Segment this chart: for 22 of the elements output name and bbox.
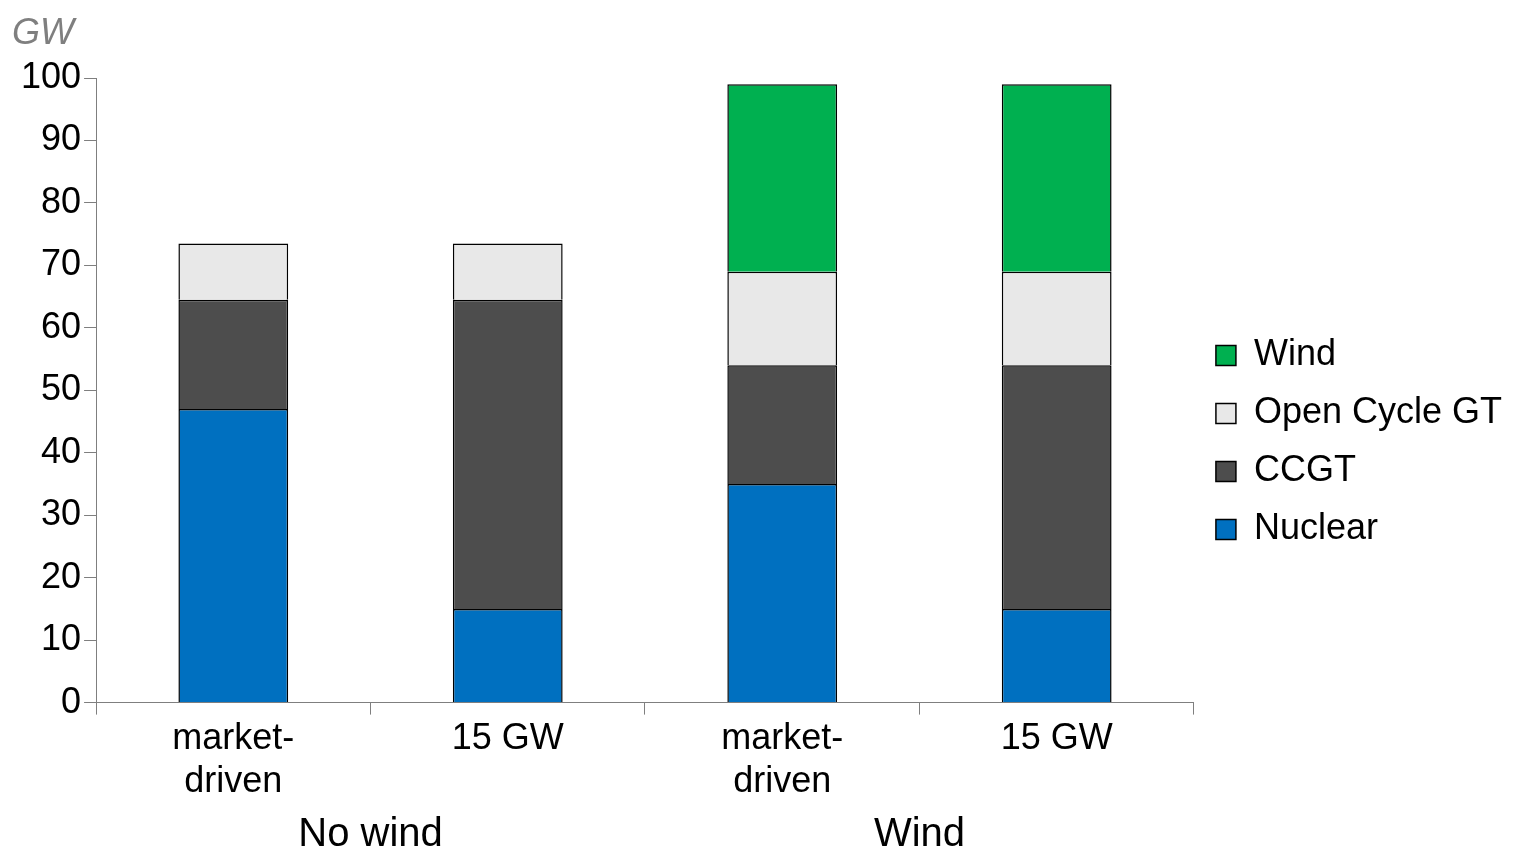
y-tick-label: 90 (41, 117, 82, 159)
y-tick-label: 100 (20, 54, 82, 96)
y-tick-label: 40 (41, 429, 82, 471)
legend-label: CCGT (1253, 448, 1356, 490)
y-tick-label: 70 (41, 242, 82, 284)
legend-label: Wind (1253, 332, 1336, 374)
x-tick-label: market-driven (721, 716, 844, 801)
y-axis-title: GW (12, 11, 77, 53)
y-tick-label: 10 (41, 617, 82, 659)
y-tick-label: 0 (61, 679, 82, 721)
y-tick-label: 60 (41, 304, 82, 346)
y-tick-label: 20 (41, 554, 82, 596)
x-tick-label: market-driven (172, 716, 295, 801)
x-tick-label: 15 GW (451, 716, 564, 758)
x-tick-label: 15 GW (1000, 716, 1113, 758)
y-tick-label: 80 (41, 179, 82, 221)
y-tick-label: 30 (41, 492, 82, 534)
legend-label: Nuclear (1253, 506, 1378, 548)
text: No wind (298, 810, 443, 855)
legend-label: Open Cycle GT (1253, 390, 1503, 432)
y-tick-label: 50 (41, 367, 82, 409)
text: Wind (873, 810, 966, 855)
